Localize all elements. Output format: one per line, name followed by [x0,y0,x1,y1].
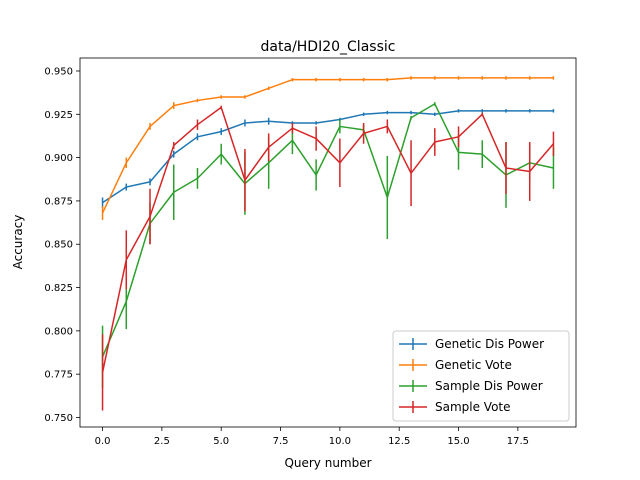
legend-label: Sample Dis Power [435,379,543,393]
x-tick-label: 15.0 [447,436,469,447]
y-tick-label: 0.800 [44,326,73,337]
x-tick-label: 17.5 [507,436,529,447]
series-line [101,106,555,373]
x-tick-label: 2.5 [154,436,170,447]
y-tick-label: 0.900 [44,153,73,164]
y-tick-label: 0.750 [44,413,73,424]
y-tick-label: 0.825 [44,283,73,294]
legend-box [392,330,570,422]
y-tick-label: 0.875 [44,196,73,207]
y-tick-label: 0.850 [44,240,73,251]
y-tick-label: 0.950 [44,66,73,77]
y-axis-label: Accuracy [11,215,25,270]
x-tick-label: 5.0 [213,436,229,447]
x-axis: 0.0 2.5 5.0 7.5 10.0 12.5 15.0 17.5 [95,427,529,447]
y-tick-label: 0.925 [44,110,73,121]
legend-label: Sample Vote [435,400,511,414]
x-axis-label: Query number [284,456,371,470]
axes-frame [79,57,577,428]
legend-item: Sample Dis Power [399,379,543,393]
legend-item: Genetic Dis Power [399,337,544,351]
x-tick-label: 10.0 [329,436,351,447]
x-tick-label: 0.0 [95,436,111,447]
legend-label: Genetic Dis Power [435,337,544,351]
y-axis: 0.750 0.775 0.800 0.825 0.850 0.875 0.900 0.925… [44,66,80,424]
x-tick-label: 7.5 [273,436,289,447]
plot-area [79,57,577,428]
legend-label: Genetic Vote [435,358,512,372]
chart-title: data/HDI20_Classic [261,39,396,55]
legend: Genetic Dis Power Genetic Vote Sample Dis … [392,330,570,422]
x-tick-label: 12.5 [388,436,410,447]
series-line [101,77,554,214]
series-1 [101,76,555,220]
legend-item: Sample Vote [399,400,511,414]
legend-item: Genetic Vote [399,358,512,372]
y-tick-label: 0.775 [44,370,73,381]
series-line [102,110,554,204]
series-3 [101,105,555,411]
